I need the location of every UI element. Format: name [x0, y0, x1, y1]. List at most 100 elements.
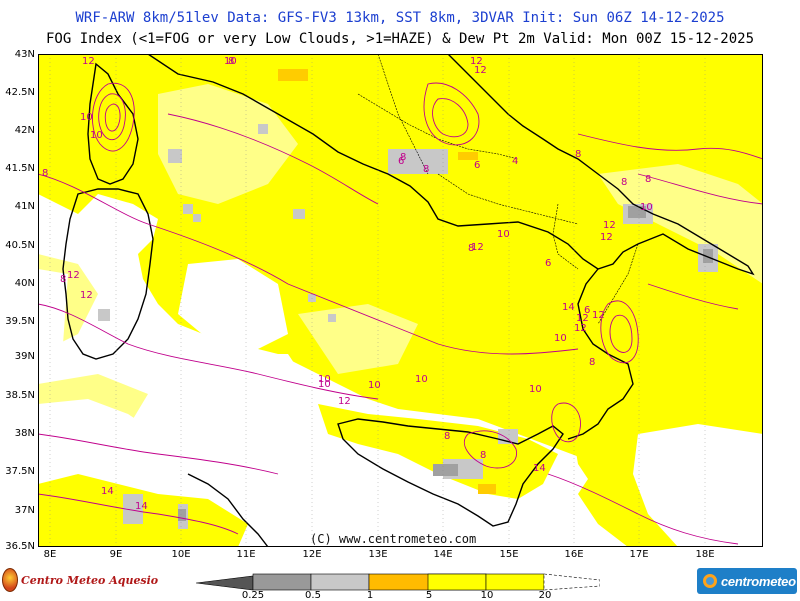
- dew-point-contour-label: 12: [80, 290, 93, 301]
- dew-point-contour-label: 8: [423, 164, 429, 175]
- copyright-credit: (C) www.centrometeo.com: [310, 532, 477, 546]
- color-scale-legend: [195, 572, 601, 594]
- light-yellow-area-2: [158, 84, 298, 204]
- legend-swatch-2: [310, 573, 370, 591]
- logo-emblem-icon: [2, 568, 18, 592]
- dew-point-contour-label: 14: [101, 486, 114, 497]
- dew-point-contour-label: 8: [480, 450, 486, 461]
- longitude-tick-label: 11E: [236, 549, 256, 560]
- latitude-tick-label: 39.5N: [5, 316, 35, 327]
- longitude-tick-label: 17E: [629, 549, 649, 560]
- legend-swatch-4: [427, 573, 487, 591]
- latitude-tick-label: 40N: [14, 278, 35, 289]
- dew-point-contour-label: 12: [338, 396, 351, 407]
- longitude-tick-label: 10E: [171, 549, 191, 560]
- dew-point-contour-label: 10: [368, 380, 381, 391]
- dew-point-contour-label: 8: [621, 177, 627, 188]
- longitude-tick-label: 8E: [43, 549, 57, 560]
- dew-point-contour-label: 12: [603, 220, 616, 231]
- dew-point-contour-label: 10: [318, 374, 331, 385]
- legend-label: 0.25: [241, 590, 265, 601]
- latitude-tick-label: 41.5N: [5, 163, 35, 174]
- latitude-tick-label: 42N: [14, 125, 35, 136]
- longitude-tick-label: 12E: [302, 549, 322, 560]
- dew-point-contour-label: 12: [67, 270, 80, 281]
- latitude-tick-label: 40.5N: [5, 240, 35, 251]
- legend-label: 1: [366, 590, 374, 601]
- dew-point-contour-label: 14: [135, 501, 148, 512]
- fog-index-map: 12 8 10 12 10 10 8 8 6 12 8 8 6 4 8 8 10 12 12 8 10 12 6 12 8 10 1…: [38, 54, 763, 547]
- latitude-tick-label: 39N: [14, 351, 35, 362]
- dew-point-contour-label: 10: [554, 333, 567, 344]
- dew-point-contour-label: 8: [228, 56, 234, 67]
- dew-point-contour-label: 12: [82, 56, 95, 67]
- dew-point-contour-label: 8: [468, 243, 474, 254]
- longitude-tick-label: 16E: [564, 549, 584, 560]
- dew-point-contour-label: 12: [474, 65, 487, 76]
- dew-point-contour-label: 10: [224, 56, 237, 67]
- coastlines: [62, 54, 755, 547]
- centrometeo-logo: centrometeo: [697, 568, 797, 594]
- chart-title: WRF-ARW 8km/51lev Data: GFS-FV3 13km, SS…: [75, 10, 725, 26]
- clear-patch-3: [38, 399, 158, 479]
- logo-left-text: Centro Meteo Aquesio: [21, 573, 159, 587]
- latitude-tick-label: 41N: [14, 201, 35, 212]
- dew-point-contour-label: 8: [645, 174, 651, 185]
- legend-label: 5: [425, 590, 433, 601]
- legend-label: 10: [480, 590, 494, 601]
- clear-patch-5: [633, 424, 763, 547]
- latitude-tick-label: 36.5N: [5, 541, 35, 552]
- dew-point-contour-label: 8: [42, 168, 48, 179]
- dew-point-contour-label: 4: [512, 156, 518, 167]
- dew-point-contour-label: 8: [400, 152, 406, 163]
- dew-point-contour-label: 6: [474, 160, 480, 171]
- dew-point-contour-label: 8: [575, 149, 581, 160]
- dew-point-contour-label: 12: [471, 242, 484, 253]
- latitude-tick-label: 38N: [14, 428, 35, 439]
- legend-arrow-high: [543, 573, 601, 591]
- map-frame: [38, 54, 763, 547]
- legend-label: 20: [538, 590, 552, 601]
- dew-point-contour-label: 6: [398, 156, 404, 167]
- latitude-tick-label: 37N: [14, 505, 35, 516]
- latitude-tick-label: 43N: [14, 49, 35, 60]
- dew-point-contour-label: 8: [444, 431, 450, 442]
- amber-patches: [278, 69, 496, 494]
- latitude-tick-label: 37.5N: [5, 466, 35, 477]
- dew-point-contour-label: 12: [576, 313, 589, 324]
- dew-point-contour-label: 12: [470, 56, 483, 67]
- light-yellow-area-4: [598, 164, 763, 284]
- longitude-tick-label: 18E: [695, 549, 715, 560]
- longitude-tick-label: 13E: [368, 549, 388, 560]
- logo-right-text: centrometeo: [721, 573, 796, 589]
- longitude-tick-label: 9E: [109, 549, 123, 560]
- dew-point-contour-label: 12: [600, 232, 613, 243]
- dew-point-contour-label: 12: [574, 323, 587, 334]
- legend-label: 0.5: [305, 590, 321, 601]
- legend-swatch-1: [252, 573, 312, 591]
- dew-point-contour-label: 6: [584, 305, 590, 316]
- latitude-tick-label: 42.5N: [5, 87, 35, 98]
- dew-point-contour-label: 14: [562, 302, 575, 313]
- dew-point-contour-label: 10: [640, 202, 653, 213]
- dew-point-contour-label: 10: [415, 374, 428, 385]
- longitude-tick-label: 14E: [433, 549, 453, 560]
- dew-point-contour-label: 10: [80, 112, 93, 123]
- latitude-tick-label: 38.5N: [5, 390, 35, 401]
- dew-point-contour-label: 12: [592, 310, 605, 321]
- dew-point-contour-label: 10: [497, 229, 510, 240]
- legend-arrow-low: [195, 575, 254, 591]
- haze-field-south: [318, 404, 558, 499]
- dew-point-contour-label: 10: [90, 130, 103, 141]
- chart-subtitle: FOG Index (<1=FOG or very Low Clouds, >1…: [45, 31, 754, 47]
- dew-point-contour-label: 8: [60, 274, 66, 285]
- dew-point-contours: [38, 82, 763, 545]
- dew-point-contour-label: 6: [545, 258, 551, 269]
- dew-point-contour-label: 8: [589, 357, 595, 368]
- clear-patch-2: [178, 259, 288, 354]
- centro-meteo-aquesio-logo: Centro Meteo Aquesio: [2, 568, 158, 592]
- logo-ring-icon: [703, 574, 717, 588]
- legend-swatch-5: [485, 573, 545, 591]
- clear-patch-6: [258, 509, 338, 547]
